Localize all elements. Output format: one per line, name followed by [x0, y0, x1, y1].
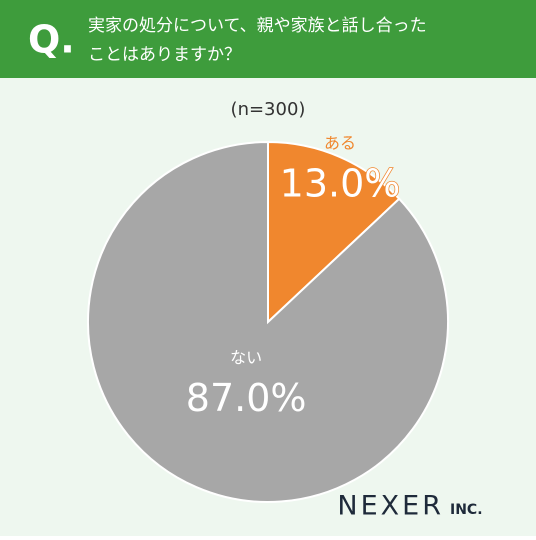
header-band — [0, 0, 536, 78]
value-label: 87.0% — [186, 376, 307, 420]
question-line: 実家の処分について、親や家族と話し合った — [88, 16, 427, 36]
pie-slice — [87, 140, 449, 503]
value-label: 13.0% — [280, 162, 401, 206]
category-label: ない — [230, 348, 262, 367]
q-mark: Q. — [28, 18, 75, 62]
question-line: ことはありますか？ — [88, 45, 241, 65]
pie-slice — [267, 140, 401, 325]
category-label: ある — [324, 134, 356, 153]
logo-suffix: INC. — [450, 502, 483, 518]
subtitle: (n=300) — [231, 99, 306, 120]
logo-name: NEXER — [337, 491, 444, 522]
